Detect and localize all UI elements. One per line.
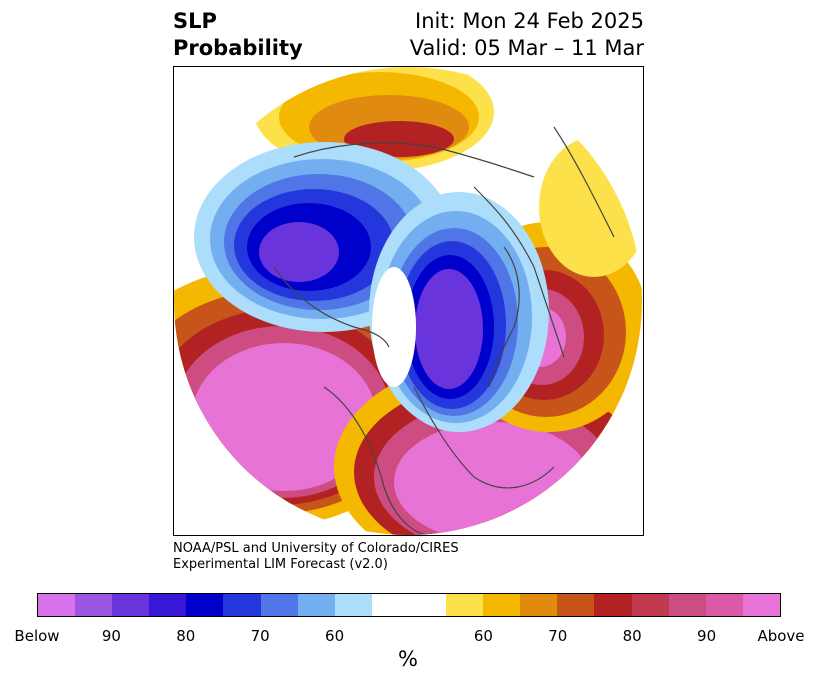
colorbar-cell [260,594,298,616]
colorbar-cell [483,594,521,616]
colorbar-cell [557,594,595,616]
colorbar-tick-label: 80 [176,627,196,645]
valid-range: Valid: 05 Mar – 11 Mar [409,36,644,60]
title-right: Init: Mon 24 Feb 2025 Valid: 05 Mar – 11… [410,8,644,62]
colorbar-cell [705,594,743,616]
credits-line1: NOAA/PSL and University of Colorado/CIRE… [173,541,459,556]
init-date: Init: Mon 24 Feb 2025 [415,9,644,33]
title-variable: SLP [173,9,217,33]
polar-map [174,67,642,535]
credits: NOAA/PSL and University of Colorado/CIRE… [173,541,459,573]
colorbar-cell [334,594,372,616]
anomaly-canada-low [369,192,549,432]
colorbar-cell [446,594,484,616]
colorbar-cell [594,594,632,616]
colorbar-cell [668,594,706,616]
map-frame [173,66,644,536]
colorbar-tick-label: 90 [697,627,717,645]
title-left: SLP Probability [173,8,303,62]
colorbar-tick-label: 60 [473,627,493,645]
colorbar-cell [297,594,335,616]
colorbar-cell [408,594,447,616]
north-pole-marker [403,296,413,306]
colorbar-tick-label: 90 [101,627,121,645]
colorbar-cell [371,594,409,616]
colorbar-cell [149,594,187,616]
coastlines [273,126,615,535]
title-type: Probability [173,36,303,60]
colorbar-cell [223,594,261,616]
credits-line2: Experimental LIM Forecast (v2.0) [173,557,388,572]
colorbar-tick-label: 60 [325,627,345,645]
colorbar-tick-label: 70 [548,627,568,645]
probability-field [174,67,642,535]
colorbar-tick-label: Below [14,627,60,645]
neutral-zone [372,267,416,387]
colorbar-tick-label: 70 [250,627,270,645]
colorbar-cell [631,594,669,616]
colorbar [37,593,781,617]
colorbar-tick-label: Above [757,627,805,645]
colorbar-cell [186,594,224,616]
colorbar-cell [742,594,780,616]
colorbar-tick-label: 80 [622,627,642,645]
colorbar-cell [112,594,150,616]
colorbar-cell [38,594,76,616]
colorbar-unit: % [398,647,418,671]
colorbar-cell [520,594,558,616]
colorbar-cell [75,594,113,616]
